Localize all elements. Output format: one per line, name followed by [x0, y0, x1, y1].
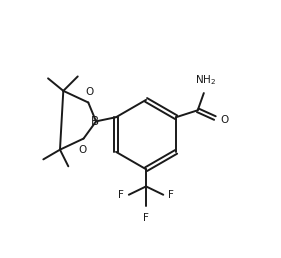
Text: O: O: [85, 87, 94, 97]
Text: B: B: [90, 115, 99, 128]
Text: F: F: [143, 213, 149, 222]
Text: O: O: [220, 115, 228, 125]
Text: NH$_2$: NH$_2$: [195, 73, 216, 87]
Text: F: F: [168, 190, 174, 200]
Text: O: O: [78, 145, 86, 155]
Text: F: F: [118, 190, 124, 200]
